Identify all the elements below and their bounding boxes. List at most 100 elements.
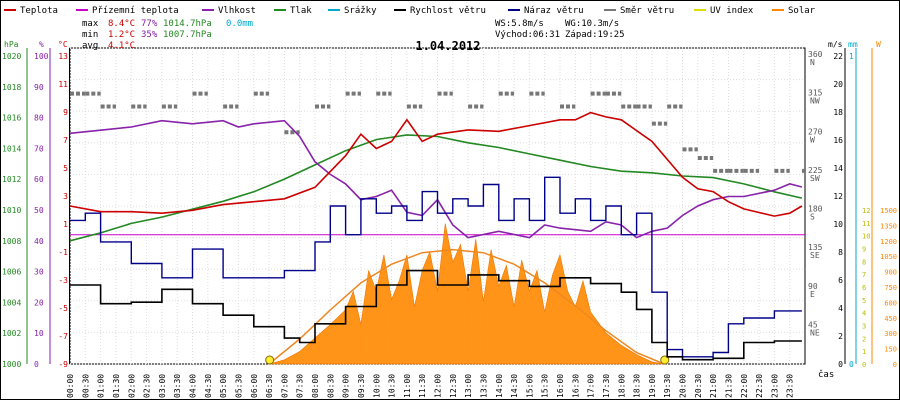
x-tick-label: 11:30 (418, 374, 427, 398)
wind-tick: 18 (833, 108, 843, 117)
press-tick: 1010 (2, 206, 21, 215)
uv-tick: 5 (862, 297, 866, 305)
stat-min-hum: 35% (141, 30, 158, 40)
wind-tick: 22 (833, 52, 843, 61)
wind-tick: 0 (838, 360, 843, 369)
press-tick: 1016 (2, 114, 21, 123)
wind-tick: 14 (833, 164, 843, 173)
x-tick-label: 10:00 (372, 374, 381, 398)
x-tick-label: 10:30 (388, 374, 397, 398)
chart-title: 1.04.2012 (415, 39, 480, 53)
press-tick: 1000 (2, 360, 21, 369)
dir-tick-name: SW (810, 174, 820, 183)
press-tick: 1014 (2, 144, 21, 153)
stat-max-label: max (82, 19, 99, 29)
temp-tick: 11 (58, 80, 68, 89)
hum-tick: 50 (34, 206, 44, 215)
temp-tick: 7 (63, 136, 68, 145)
solar-tick: 750 (884, 284, 897, 292)
hum-tick: 20 (34, 298, 44, 307)
x-tick-label: 19:00 (648, 374, 657, 398)
wind-unit: m/s (828, 40, 843, 49)
solar-tick: 600 (884, 299, 897, 307)
x-tick-label: 13:30 (479, 374, 488, 398)
x-tick-label: 18:30 (633, 374, 642, 398)
uv-tick: 6 (862, 284, 866, 292)
legend-label: Přízemní teplota (92, 6, 179, 16)
press-tick: 1008 (2, 237, 21, 246)
dir-tick-name: S (810, 213, 815, 222)
wind-tick: 2 (838, 332, 843, 341)
wind-tick: 20 (833, 80, 843, 89)
x-tick-label: 20:30 (694, 374, 703, 398)
x-tick-label: 03:00 (158, 374, 167, 398)
stat-sunset: Západ:19:25 (565, 30, 625, 40)
temp-tick: -1 (58, 248, 68, 257)
dir-tick-name: W (810, 135, 815, 144)
stat-avg-temp: 4.1°C (108, 41, 135, 51)
hum-tick: 90 (34, 83, 44, 92)
solar-area (269, 223, 665, 365)
sunrise-marker (265, 355, 275, 365)
temp-tick: 9 (63, 108, 68, 117)
solar-tick: 900 (884, 269, 897, 277)
uv-tick: 9 (862, 246, 866, 254)
x-tick-label: 15:00 (525, 374, 534, 398)
hum-unit: % (39, 40, 44, 49)
uv-tick: 11 (862, 220, 870, 228)
uv-tick: 8 (862, 258, 866, 266)
solar-tick: 150 (884, 346, 897, 354)
solar-tick: 0 (893, 361, 897, 369)
x-tick-label: 00:30 (81, 374, 90, 398)
x-tick-label: 02:30 (143, 374, 152, 398)
x-tick-label: 22:00 (740, 374, 749, 398)
stat-sunrise: Východ:06:31 (495, 30, 560, 40)
temp-tick: -5 (58, 304, 68, 313)
legend-label: UV index (710, 6, 754, 16)
wind-tick: 6 (838, 276, 843, 285)
uv-tick: 12 (862, 207, 870, 215)
stat-min-temp: 1.2°C (108, 30, 135, 40)
temperature-line (69, 111, 803, 217)
x-tick-label: 06:30 (265, 374, 274, 398)
dir-tick-deg: 135 (808, 243, 823, 252)
x-tick-label: 23:30 (786, 374, 795, 398)
stat-ws: WS:5.8m/s (495, 19, 544, 29)
temp-tick: -7 (58, 332, 68, 341)
uv-tick: 4 (862, 310, 866, 318)
dir-tick-deg: 180 (808, 205, 823, 214)
temp-tick: 1 (63, 220, 68, 229)
stat-min-press: 1007.7hPa (163, 30, 212, 40)
dir-tick-deg: 360 (808, 50, 823, 59)
x-tick-label: 23:00 (770, 374, 779, 398)
uv-tick: 1 (862, 348, 866, 356)
stat-min-label: min (82, 30, 98, 40)
dir-tick-deg: 45 (808, 320, 818, 329)
solar-tick: 1350 (880, 222, 897, 230)
rain-tick: 1 (849, 52, 854, 61)
x-tick-label: 22:30 (755, 374, 764, 398)
x-tick-label: 13:00 (464, 374, 473, 398)
pressure-line (69, 134, 803, 242)
temp-tick: 13 (58, 52, 68, 61)
x-tick-label: 06:00 (250, 374, 259, 398)
stat-wg: WG:10.3m/s (565, 19, 619, 29)
uv-tick: 2 (862, 335, 866, 343)
press-tick: 1004 (2, 298, 21, 307)
x-tick-label: 09:00 (342, 374, 351, 398)
dir-tick-name: NE (810, 328, 820, 337)
x-tick-label: 04:00 (189, 374, 198, 398)
x-tick-label: 15:30 (541, 374, 550, 398)
rain-tick: 0 (849, 360, 854, 369)
solar-tick: 450 (884, 315, 897, 323)
x-tick-label: 18:00 (617, 374, 626, 398)
x-tick-label: 05:00 (219, 374, 228, 398)
temp-tick: 3 (63, 192, 68, 201)
dir-tick-name: SE (810, 251, 820, 260)
humidity-line (69, 119, 803, 239)
x-tick-label: 12:30 (449, 374, 458, 398)
solar-tick: 1500 (880, 207, 897, 215)
dir-tick-deg: 90 (808, 282, 818, 291)
wind-tick: 8 (838, 248, 843, 257)
